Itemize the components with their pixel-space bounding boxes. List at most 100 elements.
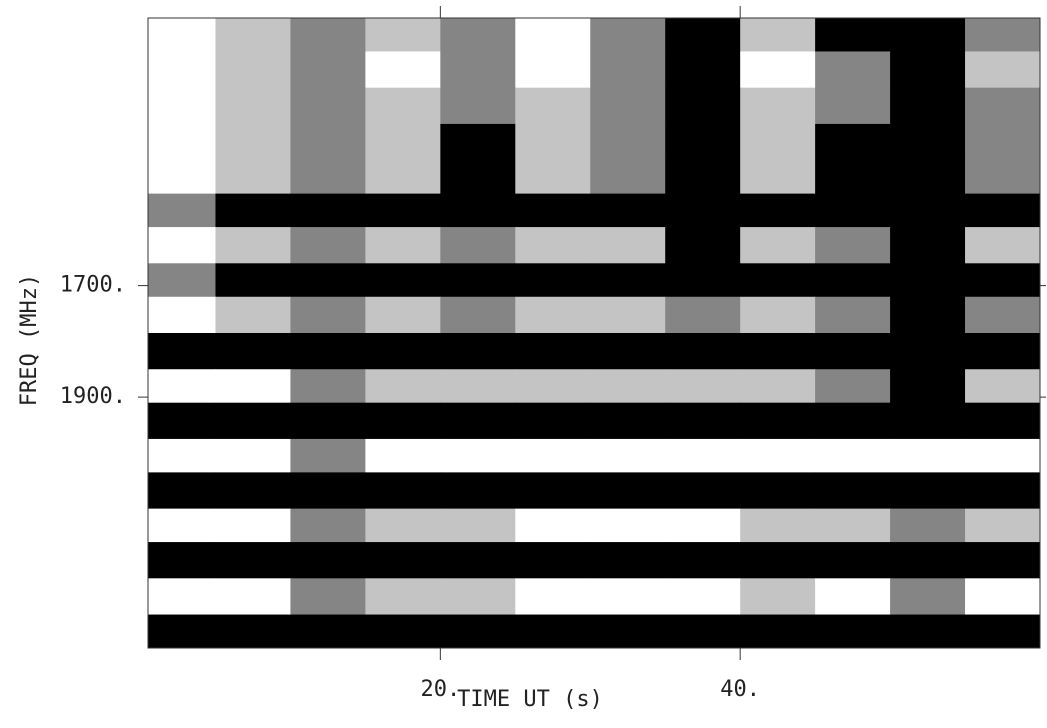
spectrum-cell <box>290 542 366 579</box>
spectrum-cell <box>740 227 816 264</box>
spectrum-cell <box>440 614 516 649</box>
spectrum-cell <box>965 51 1041 89</box>
spectrum-cell <box>965 542 1041 579</box>
spectrum-cell <box>890 51 966 89</box>
spectrum-cell <box>440 51 516 89</box>
spectrum-cell <box>290 227 366 264</box>
spectrum-cell <box>215 51 291 89</box>
spectrum-cell <box>515 438 591 473</box>
spectrum-cell <box>590 18 666 52</box>
spectrum-cell <box>965 263 1041 298</box>
spectrum-cell <box>965 227 1041 264</box>
spectrum-cell <box>148 508 216 543</box>
spectrum-cell <box>215 438 291 473</box>
spectrum-cell <box>590 614 666 649</box>
spectrum-cell <box>365 369 441 404</box>
spectrum-cell <box>740 614 816 649</box>
spectrum-cell <box>665 333 741 370</box>
spectrum-cell <box>365 123 441 158</box>
spectrum-cell <box>365 296 441 334</box>
spectrum-cell <box>815 296 891 334</box>
spectrum-cell <box>440 578 516 616</box>
spectrum-cell <box>365 614 441 649</box>
spectrum-cell <box>740 296 816 334</box>
spectrum-cell <box>665 438 741 473</box>
spectrum-cell <box>290 87 366 125</box>
spectrum-cell <box>590 333 666 370</box>
spectrum-cell <box>890 18 966 52</box>
spectrum-cell <box>215 193 291 228</box>
spectrum-cell <box>440 542 516 579</box>
spectrum-cell <box>815 51 891 89</box>
spectrum-cell <box>290 263 366 298</box>
spectrum-cell <box>740 333 816 370</box>
spectrum-cell <box>215 402 291 440</box>
spectrum-cell <box>965 402 1041 440</box>
spectrum-cell <box>365 193 441 228</box>
spectrum-cell <box>890 578 966 616</box>
spectrum-cell <box>215 542 291 579</box>
spectrum-cell <box>215 263 291 298</box>
spectrum-cell <box>290 51 366 89</box>
x-tick-label: 40. <box>720 677 760 702</box>
spectrum-cell <box>815 542 891 579</box>
plot-frame <box>147 17 1041 649</box>
spectrum-cell <box>440 438 516 473</box>
spectrum-cell <box>440 157 516 195</box>
spectrum-cell <box>815 123 891 158</box>
spectrum-cell <box>515 227 591 264</box>
spectrum-cell <box>148 333 216 370</box>
spectrum-cell <box>815 508 891 543</box>
spectrum-cell <box>740 369 816 404</box>
spectrum-cell <box>740 402 816 440</box>
spectrum-cell <box>515 508 591 543</box>
x-tick-label: 20. <box>420 677 460 702</box>
spectrum-cell <box>290 438 366 473</box>
spectrum-cell <box>740 438 816 473</box>
spectrum-cell <box>290 123 366 158</box>
spectrum-cell <box>965 123 1041 158</box>
spectrum-cell <box>890 402 966 440</box>
spectrum-cell <box>440 123 516 158</box>
spectrum-cell <box>965 614 1041 649</box>
spectrum-cell <box>965 193 1041 228</box>
spectrum-cell <box>590 51 666 89</box>
spectrum-cell <box>740 542 816 579</box>
spectrum-cell <box>665 508 741 543</box>
spectrum-cell <box>590 263 666 298</box>
spectrum-cell <box>665 227 741 264</box>
spectrum-cell <box>740 87 816 125</box>
spectrum-cell <box>515 369 591 404</box>
y-tick-label: 1900. <box>60 384 126 409</box>
spectrum-cell <box>815 438 891 473</box>
spectrum-cell <box>440 296 516 334</box>
spectrum-cell <box>815 18 891 52</box>
spectrum-cell <box>515 193 591 228</box>
spectrum-cell <box>365 18 441 52</box>
spectrum-cell <box>290 508 366 543</box>
spectrum-cell <box>815 578 891 616</box>
y-tick-label: 1700. <box>60 273 126 298</box>
spectrum-cell <box>665 263 741 298</box>
spectrum-cell <box>590 472 666 510</box>
spectrum-cell <box>815 472 891 510</box>
spectrum-cell <box>890 157 966 195</box>
spectrum-cell <box>365 508 441 543</box>
spectrum-cell <box>590 227 666 264</box>
spectrum-cell <box>215 369 291 404</box>
spectrum-cell <box>515 542 591 579</box>
spectrum-cell <box>215 227 291 264</box>
spectrum-cell <box>365 578 441 616</box>
spectrum-cell <box>215 123 291 158</box>
spectrum-cell <box>515 472 591 510</box>
spectrum-cell <box>365 263 441 298</box>
spectrum-cell <box>148 542 216 579</box>
spectrum-cell <box>215 578 291 616</box>
spectrum-cell <box>365 87 441 125</box>
spectrum-cell <box>890 333 966 370</box>
spectrum-cell <box>740 263 816 298</box>
spectrum-cell <box>740 193 816 228</box>
spectrum-cell <box>515 333 591 370</box>
spectrum-cell <box>590 123 666 158</box>
spectrum-cell <box>148 18 216 52</box>
